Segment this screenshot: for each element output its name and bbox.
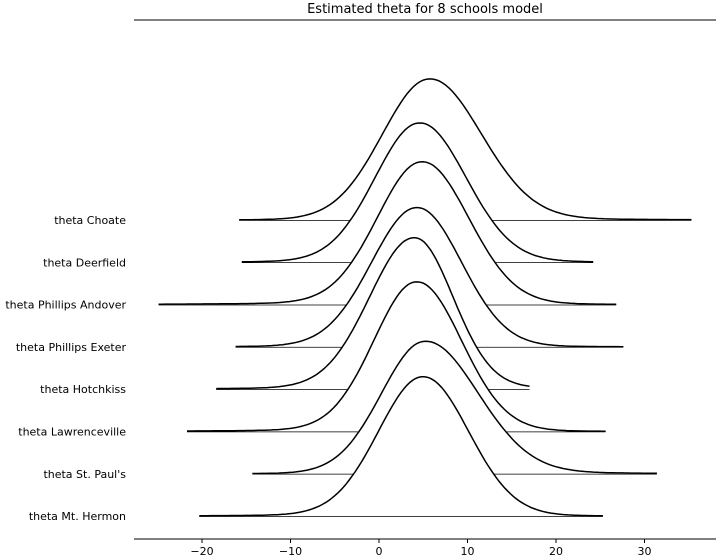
ridge-theta-hotchkiss <box>216 237 530 390</box>
ridge-theta-phillips-andover <box>158 161 617 305</box>
ridge-fill-theta-lawrenceville <box>187 281 606 432</box>
ridge-theta-lawrenceville <box>187 281 606 432</box>
ridge-fill-theta-mt-hermon <box>199 376 603 517</box>
x-tick-label: 0 <box>376 545 383 558</box>
row-label-theta-lawrenceville: theta Lawrenceville <box>18 426 126 439</box>
x-tick-label: 10 <box>461 545 475 558</box>
row-labels: theta Choate theta Deerfield theta Phillip… <box>5 214 126 523</box>
ridge-fill-theta-choate <box>239 78 692 221</box>
ridge-theta-phillips-exeter <box>235 206 624 348</box>
ridges <box>158 78 692 517</box>
x-tick-label: 20 <box>549 545 563 558</box>
ridge-theta-deerfield <box>241 122 594 263</box>
row-label-theta-hotchkiss: theta Hotchkiss <box>40 383 126 396</box>
row-label-theta-phillips-andover: theta Phillips Andover <box>5 299 126 312</box>
row-label-theta-phillips-exeter: theta Phillips Exeter <box>16 341 127 354</box>
row-label-theta-st-paul-s: theta St. Paul's <box>43 468 126 481</box>
x-axis-ticks: −20 −10 0 10 20 30 <box>190 539 652 558</box>
row-label-theta-choate: theta Choate <box>54 214 126 227</box>
row-label-theta-deerfield: theta Deerfield <box>43 256 126 269</box>
x-tick-label: −20 <box>190 545 213 558</box>
row-label-theta-mt-hermon: theta Mt. Hermon <box>29 510 126 523</box>
ridge-theta-st-paul-s <box>252 340 657 475</box>
ridge-theta-mt-hermon <box>199 376 603 517</box>
x-tick-label: −10 <box>279 545 302 558</box>
chart-title: Estimated theta for 8 schools model <box>307 2 543 17</box>
x-tick-label: 30 <box>638 545 652 558</box>
ridge-theta-choate <box>239 78 692 221</box>
